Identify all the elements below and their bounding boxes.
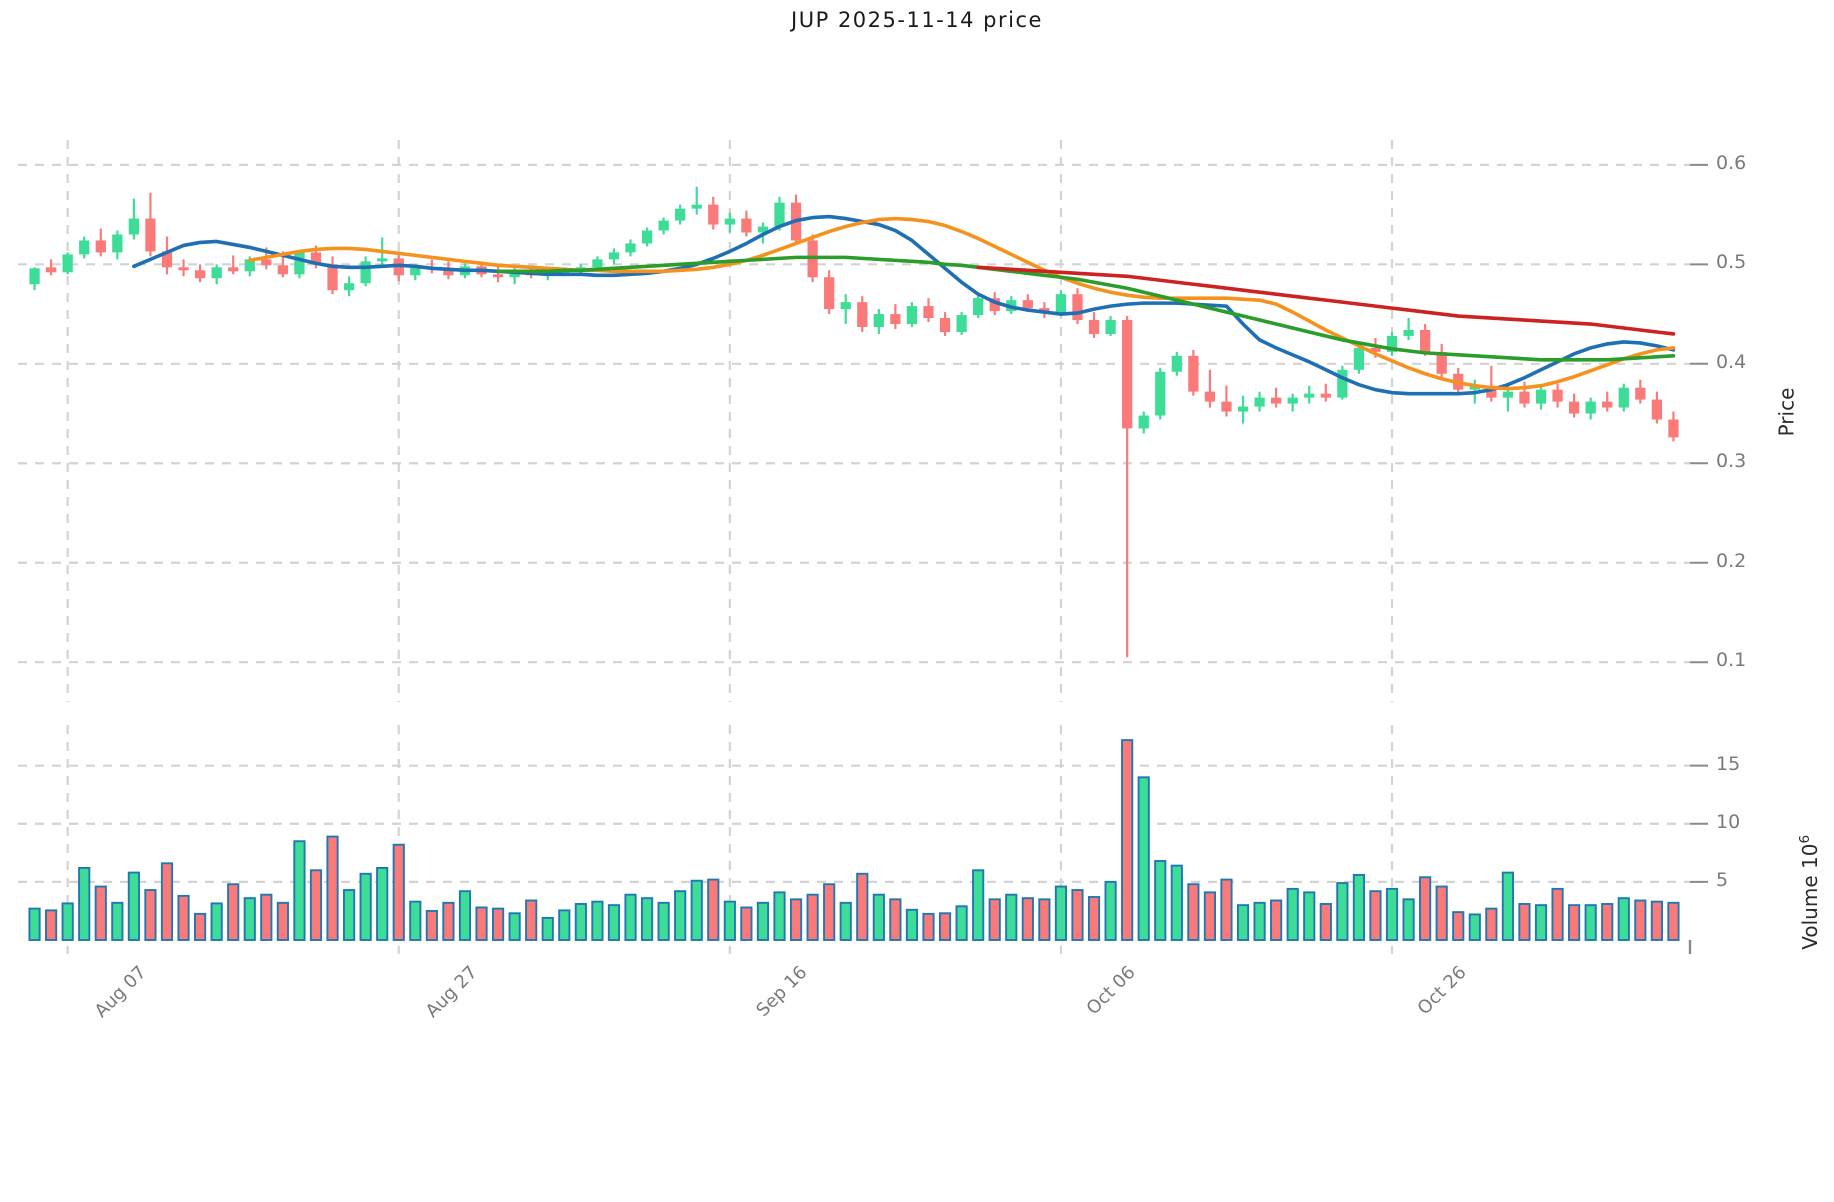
volume-bars [28, 739, 1680, 941]
price-tick-label: 0.3 [1716, 450, 1747, 473]
tick-marks [1690, 163, 1708, 883]
price-tick-label: 0.1 [1716, 649, 1747, 672]
volume-axis-title: Volume 106 [1797, 834, 1822, 950]
volume-grid [18, 764, 1690, 883]
price-axis-title: Price [1774, 387, 1799, 437]
volume-tick-label: 5 [1716, 868, 1729, 891]
price-tick-label: 0.2 [1716, 549, 1747, 572]
price-grid [18, 163, 1690, 664]
chart-title: JUP 2025-11-14 price [791, 8, 1043, 32]
ma-lines [132, 214, 1676, 396]
volume-exponent: 6 [1797, 834, 1814, 844]
price-tick-label: 0.4 [1716, 350, 1747, 373]
candlestick-series [29, 186, 1679, 658]
volume-tick-label: 10 [1716, 810, 1741, 833]
price-tick-label: 0.6 [1716, 151, 1747, 174]
price-tick-label: 0.5 [1716, 251, 1747, 274]
volume-tick-label: 15 [1716, 752, 1741, 775]
